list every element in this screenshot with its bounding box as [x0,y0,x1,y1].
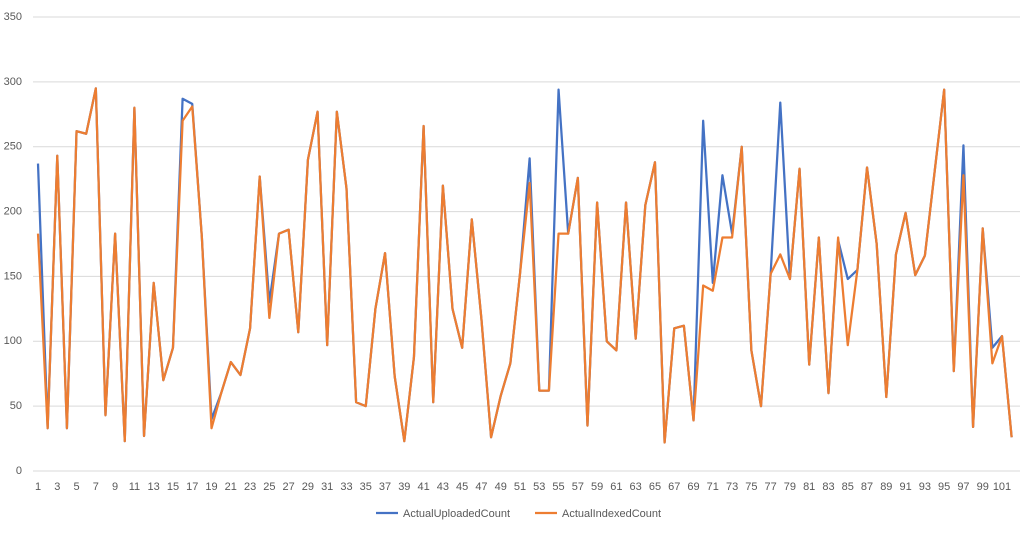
y-tick-label: 300 [4,76,22,88]
x-tick-label: 39 [398,481,410,493]
y-tick-label: 100 [4,335,22,347]
y-tick-label: 250 [4,141,22,153]
y-tick-label: 150 [4,270,22,282]
x-tick-label: 23 [244,481,256,493]
x-tick-label: 33 [340,481,352,493]
x-tick-label: 93 [919,481,931,493]
x-tick-label: 9 [112,481,118,493]
x-tick-label: 95 [938,481,950,493]
x-tick-label: 25 [263,481,275,493]
y-tick-label: 350 [4,11,22,23]
x-tick-label: 57 [572,481,584,493]
y-tick-label: 0 [16,465,22,477]
legend-label: ActualIndexedCount [562,508,661,520]
x-tick-label: 49 [495,481,507,493]
y-tick-label: 50 [10,400,22,412]
x-tick-label: 101 [993,481,1011,493]
x-tick-label: 87 [861,481,873,493]
x-tick-label: 83 [822,481,834,493]
x-tick-label: 13 [148,481,160,493]
x-tick-label: 59 [591,481,603,493]
x-tick-label: 7 [93,481,99,493]
x-tick-label: 37 [379,481,391,493]
x-tick-label: 69 [687,481,699,493]
x-tick-label: 91 [899,481,911,493]
x-tick-label: 53 [533,481,545,493]
x-tick-label: 97 [957,481,969,493]
x-tick-label: 47 [475,481,487,493]
x-tick-label: 19 [205,481,217,493]
x-tick-label: 67 [668,481,680,493]
x-tick-label: 79 [784,481,796,493]
x-tick-label: 63 [630,481,642,493]
x-tick-label: 89 [880,481,892,493]
x-tick-label: 3 [54,481,60,493]
x-tick-label: 85 [842,481,854,493]
x-tick-label: 29 [302,481,314,493]
x-tick-label: 75 [745,481,757,493]
x-tick-label: 11 [129,481,140,493]
x-tick-label: 1 [35,481,41,493]
x-tick-label: 35 [360,481,372,493]
x-tick-label: 71 [707,481,719,493]
series-line [36,87,1013,444]
x-tick-label: 61 [610,481,622,493]
legend-label: ActualUploadedCount [403,508,510,520]
x-tick-label: 17 [186,481,198,493]
x-tick-label: 41 [417,481,429,493]
x-tick-label: 99 [977,481,989,493]
x-tick-label: 77 [765,481,777,493]
x-tick-label: 65 [649,481,661,493]
x-tick-label: 45 [456,481,468,493]
x-tick-label: 51 [514,481,526,493]
x-tick-label: 55 [552,481,564,493]
series-line [36,87,1013,444]
y-tick-label: 200 [4,205,22,217]
x-tick-label: 15 [167,481,179,493]
x-tick-label: 21 [225,481,237,493]
x-tick-label: 73 [726,481,738,493]
x-tick-label: 43 [437,481,449,493]
x-tick-label: 27 [283,481,295,493]
x-tick-label: 31 [321,481,333,493]
x-tick-label: 5 [73,481,79,493]
x-tick-label: 81 [803,481,815,493]
